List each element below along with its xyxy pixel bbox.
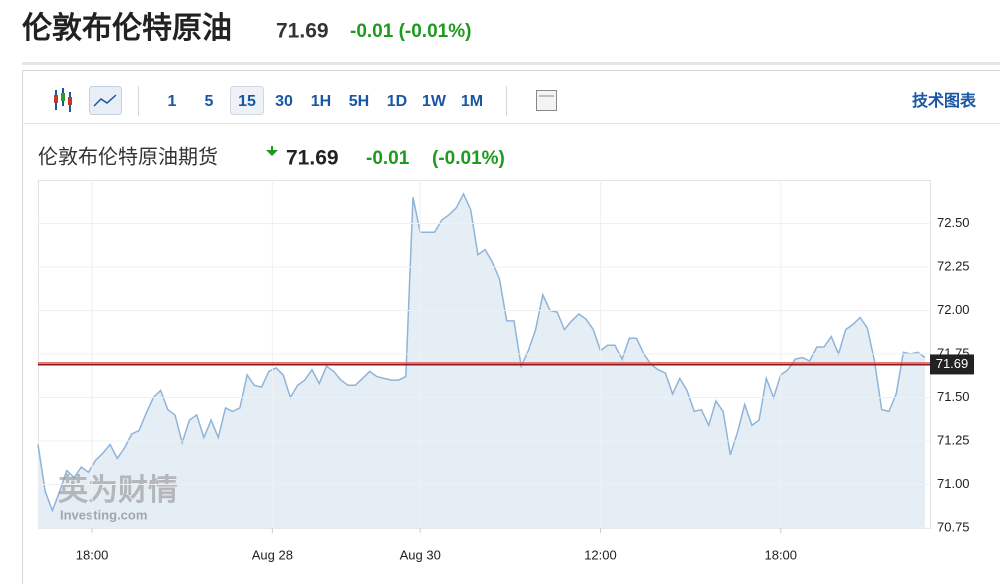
y-tick-label: 72.00 [937, 302, 970, 317]
interval-button[interactable]: 30 [275, 93, 293, 110]
interval-button[interactable]: 1D [387, 93, 407, 110]
interval-button[interactable]: 5H [349, 93, 369, 110]
interval-button[interactable]: 15 [238, 93, 256, 110]
chart-title: 伦敦布伦特原油期货 [38, 145, 218, 168]
change: -0.01 (-0.01%) [350, 21, 471, 42]
y-tick-label: 72.25 [937, 258, 970, 273]
interval-button[interactable]: 1 [168, 93, 177, 110]
interval-button[interactable]: 5 [205, 93, 214, 110]
y-tick-label: 70.75 [937, 519, 970, 534]
line-icon[interactable] [89, 86, 122, 115]
line-icon-glyph [93, 94, 117, 107]
down-arrow [266, 146, 278, 156]
y-tick-label: 71.50 [937, 389, 970, 404]
interval-active [230, 86, 264, 115]
interval-button[interactable]: 1H [311, 93, 331, 110]
divider [22, 62, 1000, 65]
y-tick-label: 71.00 [937, 476, 970, 491]
y-tick-label: 72.50 [937, 215, 970, 230]
x-tick-label: 18:00 [764, 547, 797, 562]
last-price-label: 71.69 [936, 356, 969, 371]
price: 71.69 [276, 20, 329, 43]
x-tick-label: 18:00 [76, 547, 109, 562]
line [37, 192, 926, 513]
y-tick-label: 71.25 [937, 432, 970, 447]
interval-button[interactable]: 1M [461, 93, 483, 110]
tech-chart-link[interactable]: 技术图表 [912, 91, 977, 110]
watermark-sub: Investing.com [60, 507, 147, 522]
chart-change: -0.01 [366, 148, 410, 169]
x-tick-label: Aug 28 [252, 547, 293, 562]
chart-price: 71.69 [286, 147, 339, 170]
x-tick-label: 12:00 [584, 547, 617, 562]
chart-change-pct: (-0.01%) [432, 148, 505, 169]
x-tick-label: Aug 30 [400, 547, 441, 562]
watermark: 英为财情 [58, 474, 178, 507]
last-price-box [930, 354, 974, 375]
page-title: 伦敦布伦特原油 [22, 11, 232, 45]
table-icon[interactable] [536, 90, 557, 111]
candle-icon[interactable] [54, 88, 72, 112]
interval-button[interactable]: 1W [422, 93, 447, 110]
area [38, 193, 925, 528]
